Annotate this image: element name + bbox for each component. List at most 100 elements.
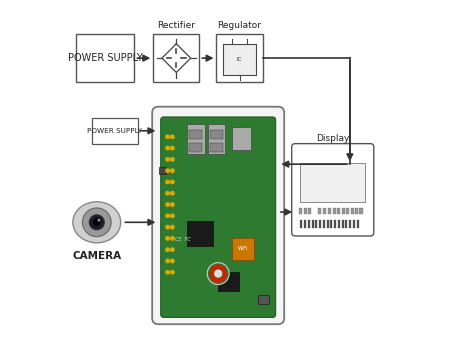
Circle shape: [221, 267, 225, 271]
Circle shape: [166, 214, 169, 218]
Text: Rectifier: Rectifier: [157, 21, 195, 30]
Bar: [232, 238, 254, 260]
Bar: [338, 220, 340, 228]
Circle shape: [211, 276, 215, 280]
Text: CE  FC: CE FC: [175, 237, 191, 242]
Text: POWER SUPPLY: POWER SUPPLY: [68, 53, 143, 63]
Circle shape: [166, 225, 169, 229]
Bar: [330, 220, 332, 228]
Ellipse shape: [73, 202, 121, 243]
Bar: [327, 220, 328, 228]
Circle shape: [223, 272, 227, 276]
Circle shape: [166, 135, 169, 139]
Circle shape: [166, 259, 169, 263]
Bar: [232, 127, 251, 150]
Bar: [91, 118, 138, 144]
Bar: [217, 34, 263, 82]
Bar: [300, 220, 302, 228]
Bar: [190, 130, 202, 139]
Circle shape: [171, 259, 174, 263]
Bar: [223, 44, 256, 75]
FancyBboxPatch shape: [292, 144, 374, 236]
Bar: [299, 208, 302, 214]
Circle shape: [171, 271, 174, 274]
Circle shape: [166, 146, 169, 150]
Circle shape: [166, 158, 169, 161]
FancyBboxPatch shape: [161, 117, 276, 317]
Bar: [76, 34, 135, 82]
Circle shape: [210, 272, 213, 276]
Bar: [328, 208, 331, 214]
Circle shape: [171, 146, 174, 150]
Circle shape: [166, 169, 169, 172]
Circle shape: [89, 215, 104, 230]
Circle shape: [211, 267, 215, 271]
Circle shape: [98, 219, 100, 222]
Circle shape: [171, 192, 174, 195]
Bar: [190, 143, 202, 152]
Bar: [218, 273, 239, 291]
FancyBboxPatch shape: [152, 107, 284, 324]
Bar: [346, 208, 349, 214]
Circle shape: [93, 219, 100, 226]
Bar: [159, 167, 165, 174]
Circle shape: [171, 248, 174, 251]
Bar: [311, 220, 314, 228]
Circle shape: [171, 135, 174, 139]
Circle shape: [171, 169, 174, 172]
Circle shape: [171, 237, 174, 240]
Bar: [359, 208, 363, 214]
Bar: [187, 221, 213, 247]
Bar: [208, 124, 225, 154]
Text: POWER SUPPLY: POWER SUPPLY: [87, 128, 142, 134]
Bar: [319, 220, 321, 228]
Bar: [210, 143, 223, 152]
Bar: [210, 130, 223, 139]
Text: IC: IC: [237, 57, 242, 62]
Circle shape: [166, 203, 169, 206]
Bar: [357, 220, 359, 228]
Circle shape: [171, 180, 174, 184]
Bar: [346, 220, 347, 228]
Bar: [333, 208, 336, 214]
Text: WiFi: WiFi: [238, 246, 248, 251]
Bar: [353, 220, 355, 228]
Text: CAMERA: CAMERA: [72, 251, 121, 261]
Bar: [322, 208, 326, 214]
Circle shape: [207, 263, 229, 285]
Bar: [300, 163, 365, 202]
Circle shape: [166, 271, 169, 274]
Bar: [153, 34, 200, 82]
Circle shape: [171, 214, 174, 218]
Circle shape: [166, 237, 169, 240]
Bar: [355, 208, 358, 214]
Bar: [323, 220, 325, 228]
Bar: [351, 208, 354, 214]
Bar: [349, 220, 351, 228]
Circle shape: [221, 276, 225, 280]
Bar: [304, 220, 306, 228]
Bar: [304, 208, 307, 214]
Bar: [318, 208, 321, 214]
Circle shape: [171, 158, 174, 161]
Bar: [257, 295, 270, 304]
Circle shape: [215, 270, 222, 277]
Text: Regulator: Regulator: [218, 21, 262, 30]
Circle shape: [216, 265, 220, 269]
Circle shape: [166, 192, 169, 195]
Bar: [308, 220, 310, 228]
Circle shape: [82, 208, 111, 237]
Bar: [342, 220, 344, 228]
Circle shape: [166, 248, 169, 251]
Bar: [342, 208, 345, 214]
Circle shape: [166, 180, 169, 184]
Circle shape: [216, 278, 220, 282]
Bar: [315, 220, 318, 228]
Bar: [334, 220, 336, 228]
Bar: [337, 208, 340, 214]
Bar: [308, 208, 311, 214]
Circle shape: [171, 203, 174, 206]
Circle shape: [171, 225, 174, 229]
Bar: [187, 124, 204, 154]
Text: Display: Display: [316, 134, 349, 143]
